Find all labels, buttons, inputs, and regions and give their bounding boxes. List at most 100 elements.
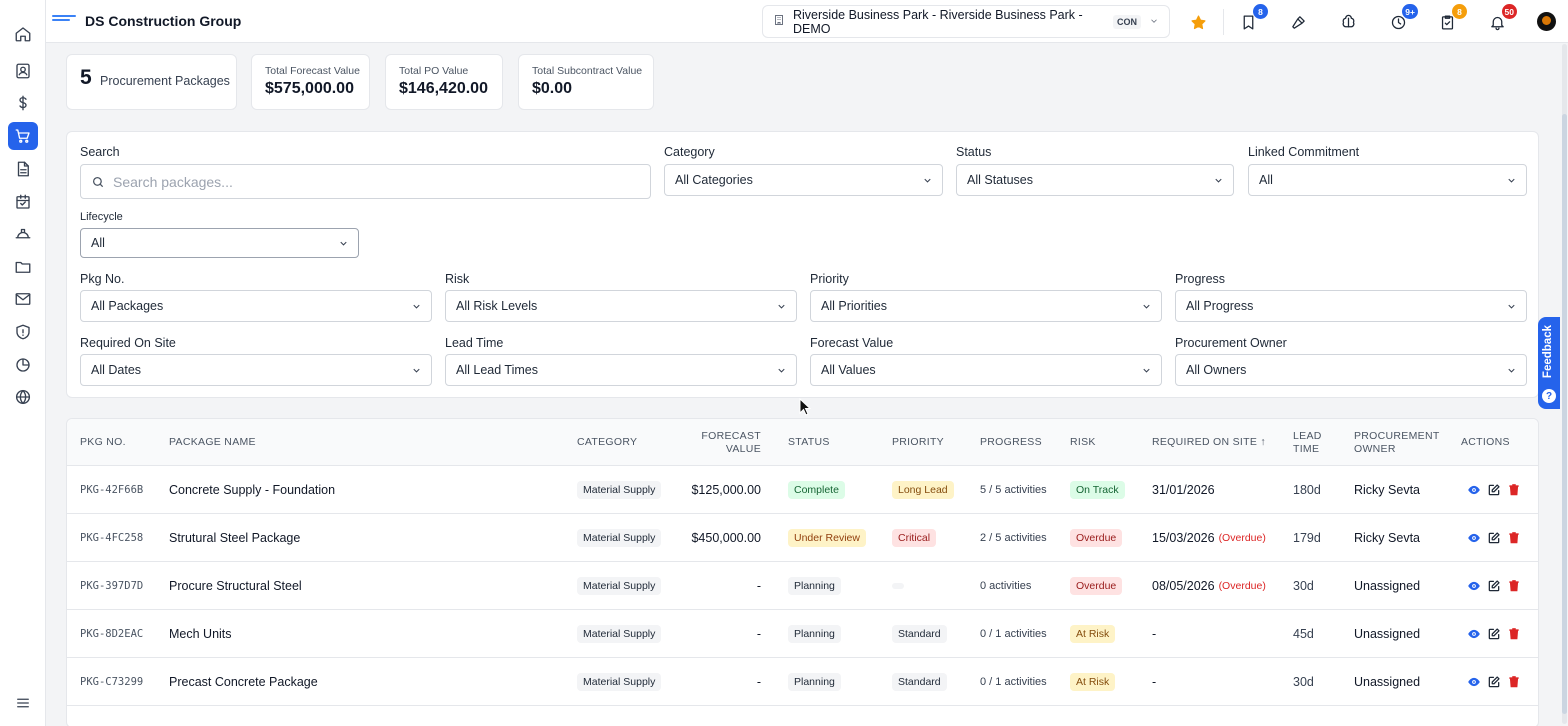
delete-icon[interactable] <box>1507 579 1521 593</box>
company-logo[interactable] <box>52 15 76 25</box>
header-progress[interactable]: PROGRESS <box>980 436 1042 448</box>
table-row[interactable]: PKG-C73299 Precast Concrete Package Materi… <box>67 658 1538 706</box>
header-forecast-value[interactable]: FORECAST VALUE <box>681 430 761 456</box>
forecast-value-select[interactable]: All Values <box>810 354 1162 386</box>
owner-cell: Unassigned <box>1354 610 1420 658</box>
search-input[interactable]: Search packages... <box>80 164 651 199</box>
view-icon[interactable] <box>1467 579 1481 593</box>
star-icon[interactable] <box>1187 11 1209 33</box>
clock-icon[interactable]: 9+ <box>1387 4 1418 33</box>
project-selector[interactable]: Riverside Business Park - Riverside Busi… <box>762 5 1170 38</box>
notifications-badge: 50 <box>1501 4 1517 19</box>
priority-cell <box>892 562 904 610</box>
status-cell: Under Review <box>788 514 866 562</box>
risk-select[interactable]: All Risk Levels <box>445 290 797 322</box>
contacts-icon[interactable] <box>8 57 38 85</box>
table-row[interactable]: PKG-4FC258 Strutural Steel Package Materia… <box>67 514 1538 562</box>
edit-icon[interactable] <box>1487 531 1501 545</box>
chevron-down-icon <box>776 301 787 312</box>
priority-cell-text: Critical <box>892 529 937 547</box>
pkg-id-cell: PKG-42F66B <box>80 466 143 514</box>
linked-commitment-select[interactable]: All <box>1248 164 1527 196</box>
priority-label: Priority <box>810 272 849 286</box>
header-category[interactable]: CATEGORY <box>577 436 638 448</box>
edit-icon[interactable] <box>1487 627 1501 641</box>
delete-icon[interactable] <box>1507 627 1521 641</box>
time-badge: 9+ <box>1402 4 1418 19</box>
header-status[interactable]: STATUS <box>788 436 830 448</box>
progress-cell-text: 0 / 1 activities <box>980 628 1047 640</box>
delete-icon[interactable] <box>1507 531 1521 545</box>
chevron-down-icon <box>1141 301 1152 312</box>
globe-icon[interactable] <box>8 383 38 411</box>
cart-icon[interactable] <box>8 122 38 150</box>
priority-cell-text: Standard <box>892 625 947 643</box>
delete-icon[interactable] <box>1507 675 1521 689</box>
hardhat-icon[interactable] <box>8 220 38 248</box>
clipboard-check-icon[interactable]: 8 <box>1436 4 1467 33</box>
view-icon[interactable] <box>1467 531 1481 545</box>
progress-cell: 5 / 5 activities <box>980 466 1047 514</box>
view-icon[interactable] <box>1467 627 1481 641</box>
scrollbar-thumb[interactable] <box>1562 114 1567 714</box>
page-scrollbar[interactable] <box>1562 44 1567 724</box>
header-required-on-site[interactable]: REQUIRED ON SITE ↑ <box>1152 436 1266 448</box>
header-package-name[interactable]: PACKAGE NAME <box>169 436 256 448</box>
header-pkg-no[interactable]: PKG NO. <box>80 436 126 448</box>
header-lead-time[interactable]: LEAD TIME <box>1293 430 1322 456</box>
pkg-no-select[interactable]: All Packages <box>80 290 432 322</box>
header-priority[interactable]: PRIORITY <box>892 436 944 448</box>
required-on-site-select[interactable]: All Dates <box>80 354 432 386</box>
status-select[interactable]: All Statuses <box>956 164 1234 196</box>
help-icon: ? <box>1542 389 1556 403</box>
feedback-tab[interactable]: Feedback ? <box>1538 317 1560 409</box>
actions-cell <box>1467 514 1521 562</box>
category-select[interactable]: All Categories <box>664 164 943 196</box>
dollar-icon[interactable] <box>8 89 38 117</box>
category-cell-text: Material Supply <box>577 673 662 691</box>
lead-time-cell-text: 180d <box>1293 483 1321 497</box>
required-on-site-cell: 15/03/2026 (Overdue) <box>1152 514 1266 562</box>
table-row[interactable]: PKG-42F66B Concrete Supply - Foundation Ma… <box>67 466 1538 514</box>
menu-icon[interactable] <box>8 689 38 717</box>
brain-icon[interactable] <box>1337 11 1359 33</box>
table-row[interactable]: PKG-397D7D Procure Structural Steel Materi… <box>67 562 1538 610</box>
bookmark-icon[interactable]: 8 <box>1237 4 1268 33</box>
lead-time-cell: 180d <box>1293 466 1321 514</box>
edit-icon[interactable] <box>1487 579 1501 593</box>
lead-time-cell: 45d <box>1293 610 1314 658</box>
chevron-down-icon <box>338 238 349 249</box>
mail-icon[interactable] <box>8 285 38 313</box>
edit-icon[interactable] <box>1487 675 1501 689</box>
shield-icon[interactable] <box>8 318 38 346</box>
lifecycle-select[interactable]: All <box>80 228 359 258</box>
progress-select[interactable]: All Progress <box>1175 290 1527 322</box>
delete-icon[interactable] <box>1507 483 1521 497</box>
calendar-icon[interactable] <box>8 188 38 216</box>
risk-cell-text: On Track <box>1070 481 1125 499</box>
chart-pie-icon[interactable] <box>8 351 38 379</box>
home-icon[interactable] <box>8 20 38 48</box>
bell-icon[interactable]: 50 <box>1486 4 1517 33</box>
procurement-owner-select[interactable]: All Owners <box>1175 354 1527 386</box>
lead-time-select[interactable]: All Lead Times <box>445 354 797 386</box>
folder-icon[interactable] <box>8 253 38 281</box>
avatar[interactable] <box>1537 12 1556 31</box>
feedback-label: Feedback <box>1542 325 1554 379</box>
risk-label: Risk <box>445 272 470 286</box>
edit-icon[interactable] <box>1487 483 1501 497</box>
header-procurement-owner[interactable]: PROCUREMENT OWNER <box>1354 430 1440 456</box>
header-risk[interactable]: RISK <box>1070 436 1096 448</box>
hammer-icon[interactable] <box>1287 11 1309 33</box>
company-name[interactable]: DS Construction Group <box>85 13 242 29</box>
packages-table: PKG NO. PACKAGE NAME CATEGORY FORECAST V… <box>66 418 1539 726</box>
priority-select[interactable]: All Priorities <box>810 290 1162 322</box>
view-icon[interactable] <box>1467 675 1481 689</box>
table-row[interactable]: PKG-8D2EAC Mech Units Material Supply - Plan… <box>67 610 1538 658</box>
pkg-id-cell-text: PKG-4FC258 <box>80 532 144 544</box>
forecast-cell: - <box>757 610 761 658</box>
view-icon[interactable] <box>1467 483 1481 497</box>
forecast-value-label: Forecast Value <box>810 336 894 350</box>
document-icon[interactable] <box>8 155 38 183</box>
package-name-cell-text: Mech Units <box>169 627 232 641</box>
